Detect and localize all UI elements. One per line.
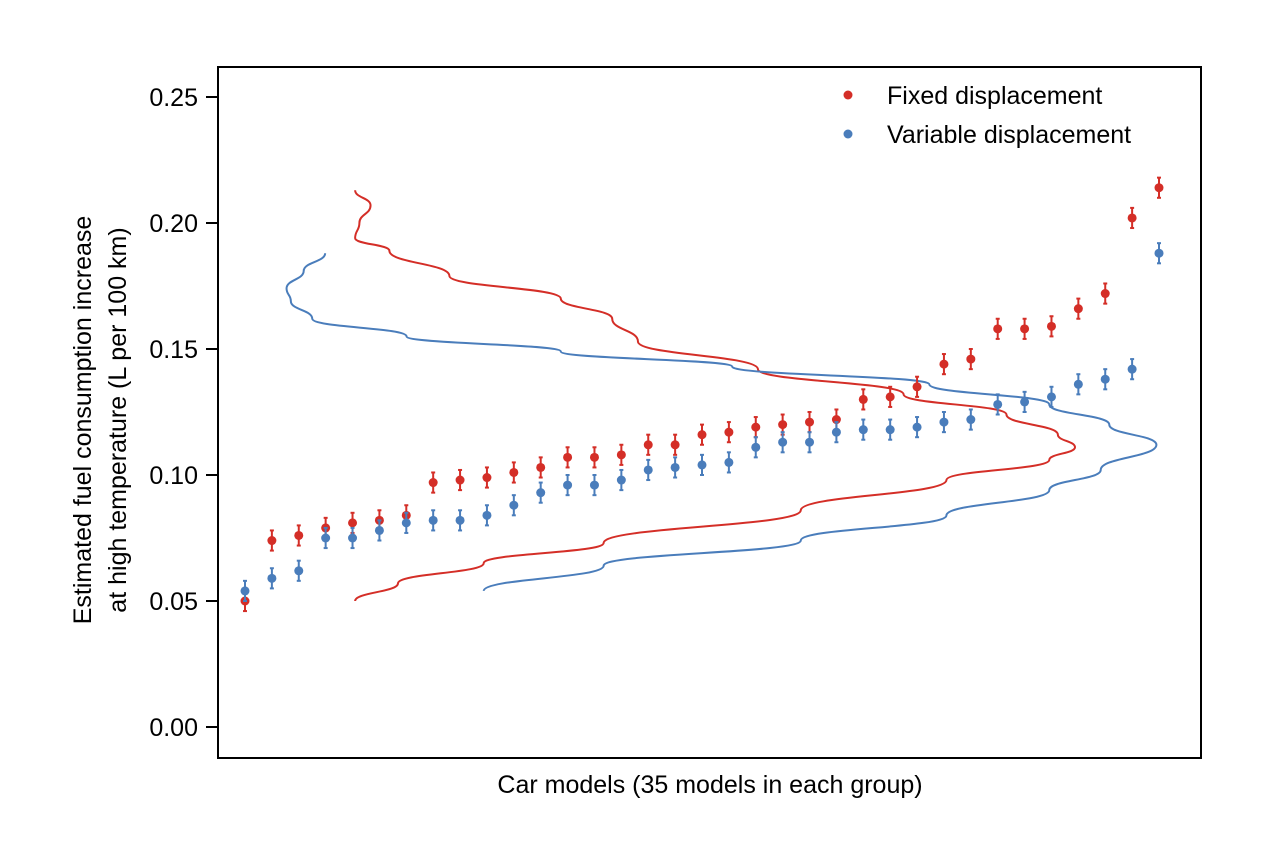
y-axis-label-line2: at high temperature (L per 100 km) bbox=[104, 227, 132, 612]
point-variable bbox=[993, 399, 1003, 409]
point-fixed bbox=[509, 467, 519, 477]
point-variable bbox=[240, 586, 250, 596]
point-variable bbox=[509, 500, 519, 510]
point-fixed bbox=[1073, 304, 1083, 314]
point-fixed bbox=[885, 392, 895, 402]
point-fixed bbox=[751, 422, 761, 432]
point-fixed bbox=[831, 415, 841, 425]
point-variable bbox=[697, 460, 707, 470]
point-variable bbox=[563, 480, 573, 490]
point-variable bbox=[401, 518, 411, 528]
density-curve-variable bbox=[285, 252, 1158, 592]
point-variable bbox=[482, 510, 492, 520]
point-variable bbox=[616, 475, 626, 485]
point-variable bbox=[374, 525, 384, 535]
data-points bbox=[240, 176, 1164, 613]
point-fixed bbox=[697, 430, 707, 440]
point-fixed bbox=[563, 452, 573, 462]
y-axis-label-line1: Estimated fuel consumption increase bbox=[69, 216, 97, 625]
point-fixed bbox=[1020, 324, 1030, 334]
point-variable bbox=[1046, 392, 1056, 402]
point-variable bbox=[885, 425, 895, 435]
point-variable bbox=[1020, 397, 1030, 407]
point-fixed bbox=[643, 440, 653, 450]
point-fixed bbox=[589, 452, 599, 462]
point-variable bbox=[670, 462, 680, 472]
density-curves bbox=[285, 190, 1158, 602]
y-tick-label: 0.10 bbox=[149, 462, 198, 490]
point-fixed bbox=[912, 382, 922, 392]
point-fixed bbox=[348, 518, 358, 528]
point-variable bbox=[966, 415, 976, 425]
point-variable bbox=[267, 573, 277, 583]
y-tick-label: 0.25 bbox=[149, 84, 198, 112]
point-fixed bbox=[1154, 183, 1164, 193]
density-curve-fixed bbox=[354, 190, 1077, 602]
point-fixed bbox=[616, 450, 626, 460]
y-tick-label: 0.00 bbox=[149, 714, 198, 742]
point-fixed bbox=[966, 354, 976, 364]
point-fixed bbox=[939, 359, 949, 369]
y-tick-label: 0.05 bbox=[149, 588, 198, 616]
point-variable bbox=[455, 515, 465, 525]
point-fixed bbox=[778, 420, 788, 430]
point-variable bbox=[724, 457, 734, 467]
point-variable bbox=[589, 480, 599, 490]
point-variable bbox=[751, 442, 761, 452]
y-axis: 0.00 0.05 0.10 0.15 0.20 0.25 bbox=[149, 84, 218, 742]
y-tick-label: 0.20 bbox=[149, 210, 198, 238]
legend-marker-fixed bbox=[843, 90, 853, 100]
legend: Fixed displacement Variable displacement bbox=[843, 82, 1131, 149]
point-fixed bbox=[1100, 289, 1110, 299]
point-variable bbox=[643, 465, 653, 475]
point-variable bbox=[348, 533, 358, 543]
point-variable bbox=[805, 437, 815, 447]
point-fixed bbox=[670, 440, 680, 450]
point-fixed bbox=[993, 324, 1003, 334]
plot-frame bbox=[217, 66, 1202, 759]
point-variable bbox=[321, 533, 331, 543]
point-variable bbox=[939, 417, 949, 427]
legend-marker-variable bbox=[843, 129, 853, 139]
legend-label-variable: Variable displacement bbox=[887, 121, 1131, 149]
point-fixed bbox=[455, 475, 465, 485]
point-fixed bbox=[1046, 321, 1056, 331]
point-variable bbox=[912, 422, 922, 432]
point-variable bbox=[1100, 374, 1110, 384]
point-fixed bbox=[428, 478, 438, 488]
x-axis-label: Car models (35 models in each group) bbox=[497, 771, 922, 799]
point-variable bbox=[1154, 248, 1164, 258]
point-fixed bbox=[536, 462, 546, 472]
point-variable bbox=[858, 425, 868, 435]
point-variable bbox=[294, 566, 304, 576]
point-variable bbox=[536, 488, 546, 498]
y-tick-label: 0.15 bbox=[149, 336, 198, 364]
point-variable bbox=[1127, 364, 1137, 374]
point-fixed bbox=[294, 530, 304, 540]
point-variable bbox=[831, 427, 841, 437]
point-fixed bbox=[267, 536, 277, 546]
point-variable bbox=[1073, 379, 1083, 389]
point-fixed bbox=[482, 473, 492, 483]
point-variable bbox=[428, 515, 438, 525]
point-variable bbox=[778, 437, 788, 447]
point-fixed bbox=[1127, 213, 1137, 223]
legend-label-fixed: Fixed displacement bbox=[887, 82, 1102, 110]
point-fixed bbox=[724, 427, 734, 437]
point-fixed bbox=[805, 417, 815, 427]
point-fixed bbox=[858, 394, 868, 404]
